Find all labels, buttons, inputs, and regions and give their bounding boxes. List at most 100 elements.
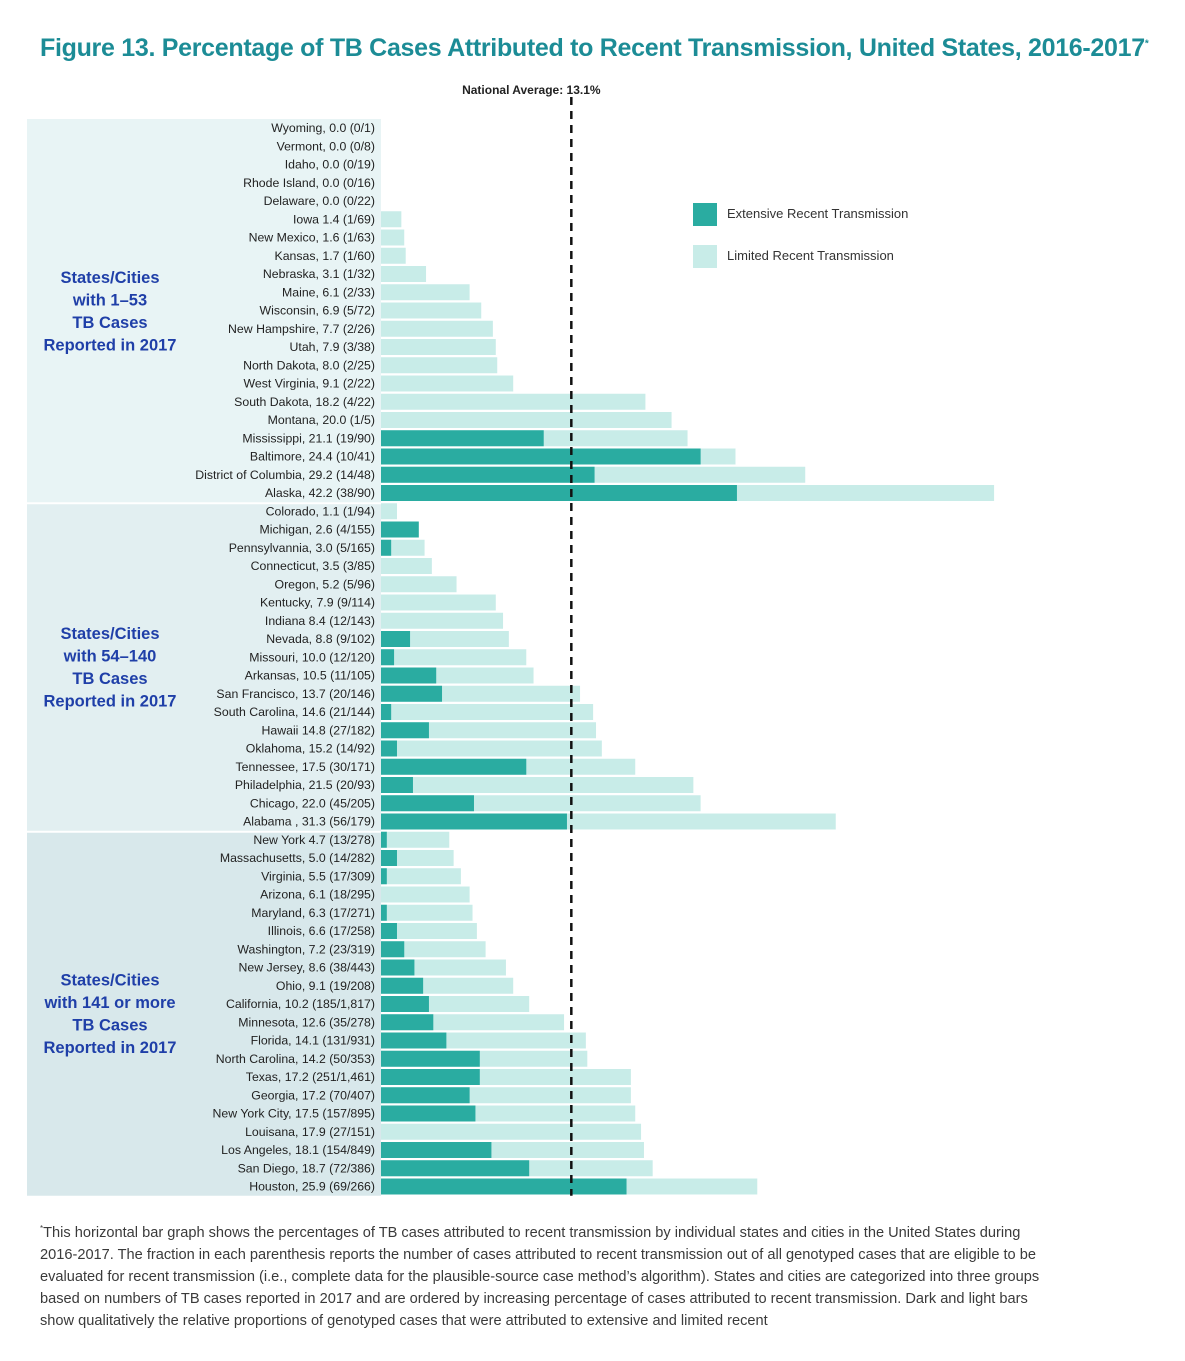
extensive-bar [381, 1105, 476, 1122]
row-label: Minnesota, 12.6 (35/278) [238, 1015, 375, 1029]
limited-bar [381, 558, 432, 574]
group-label-line: States/Cities [60, 972, 159, 990]
extensive-bar [381, 740, 397, 757]
row-label: Kentucky, 7.9 (9/114) [260, 596, 375, 610]
extensive-bar [381, 448, 701, 465]
limited-bar [381, 503, 397, 520]
row-label: Oregon, 5.2 (5/96) [275, 577, 375, 591]
legend-label-limited: Limited Recent Transmission [727, 248, 894, 263]
row-label: Philadelphia, 21.5 (20/93) [235, 778, 375, 792]
title-footnote-marker: * [1144, 38, 1149, 50]
row-label: Illinois, 6.6 (17/258) [268, 924, 375, 938]
row-label: Hawaii 14.8 (27/182) [262, 723, 375, 737]
extensive-bar [381, 996, 429, 1012]
row-label: San Diego, 18.7 (72/386) [238, 1161, 375, 1175]
row-label: Maine, 6.1 (2/33) [282, 285, 375, 299]
row-label: Montana, 20.0 (1/5) [268, 413, 375, 427]
extensive-bar [381, 1014, 434, 1031]
row-label: Virginia, 5.5 (17/309) [261, 869, 375, 883]
limited-bar [381, 393, 646, 410]
row-label: Arkansas, 10.5 (11/105) [245, 669, 375, 683]
row-label: Houston, 25.9 (69/266) [249, 1180, 375, 1194]
limited-bar [381, 904, 473, 921]
row-label: New Hampshire, 7.7 (2/26) [228, 322, 375, 336]
extensive-bar [381, 430, 544, 447]
extensive-bar [381, 977, 424, 994]
legend-swatch-limited [693, 245, 717, 268]
extensive-bar [381, 631, 411, 647]
row-label: Nebraska, 3.1 (1/32) [263, 267, 375, 281]
limited-bar [381, 412, 672, 428]
group-panel [27, 119, 381, 503]
limited-bar [381, 284, 470, 301]
group-label-line: with 141 or more [43, 994, 175, 1012]
group-label-line: with 54–140 [63, 647, 157, 665]
row-label: Iowa 1.4 (1/69) [293, 212, 375, 226]
group-label-line: Reported in 2017 [44, 692, 177, 710]
limited-bar [381, 1123, 642, 1140]
extensive-bar [381, 1160, 530, 1177]
limited-bar [381, 722, 597, 739]
limited-bar [381, 357, 498, 374]
extensive-bar [381, 1032, 447, 1049]
limited-bar [381, 886, 470, 903]
row-label: New Jersey, 8.6 (38/443) [239, 961, 375, 975]
extensive-bar [381, 485, 737, 501]
row-label: Utah, 7.9 (3/38) [290, 340, 375, 354]
limited-bar [381, 576, 457, 593]
limited-bar [381, 247, 406, 264]
group-label-line: Reported in 2017 [44, 1039, 177, 1057]
extensive-bar [381, 722, 429, 739]
row-label: South Carolina, 14.6 (21/144) [214, 705, 375, 719]
limited-bar [381, 339, 496, 355]
extensive-bar [381, 777, 413, 793]
row-label: San Francisco, 13.7 (20/146) [216, 687, 375, 701]
extensive-bar [381, 667, 437, 684]
row-label: Wisconsin, 6.9 (5/72) [260, 304, 376, 318]
legend-swatch-extensive [693, 203, 717, 226]
limited-bar [381, 631, 509, 647]
limited-bar [381, 266, 427, 282]
row-label: West Virginia, 9.1 (2/22) [244, 377, 375, 391]
extensive-bar [381, 539, 392, 556]
row-label: District of Columbia, 29.2 (14/48) [195, 468, 375, 482]
row-label: Chicago, 22.0 (45/205) [250, 796, 375, 810]
chart-footnote: *This horizontal bar graph shows the per… [40, 1218, 1050, 1332]
row-label: Pennsylvannia, 3.0 (5/165) [229, 541, 375, 555]
limited-bar [381, 612, 504, 629]
row-label: Connecticut, 3.5 (3/85) [251, 559, 375, 573]
limited-bar [381, 941, 486, 958]
row-label: Alaska, 42.2 (38/90) [265, 486, 375, 500]
row-label: Alabama , 31.3 (56/179) [243, 815, 375, 829]
limited-bar [381, 539, 425, 556]
limited-bar [381, 211, 402, 228]
row-label: New York City, 17.5 (157/895) [213, 1107, 375, 1121]
row-label: Maryland, 6.3 (17/271) [251, 906, 375, 920]
group-label-line: Reported in 2017 [44, 336, 177, 354]
extensive-bar [381, 704, 392, 720]
row-label: Michigan, 2.6 (4/155) [259, 523, 375, 537]
row-label: North Carolina, 14.2 (50/353) [216, 1052, 375, 1066]
row-label: Washington, 7.2 (23/319) [237, 942, 375, 956]
row-label: Florida, 14.1 (131/931) [251, 1034, 375, 1048]
row-label: Massachusetts, 5.0 (14/282) [220, 851, 375, 865]
extensive-bar [381, 685, 443, 702]
limited-bar [381, 868, 461, 885]
group-label-line: States/Cities [60, 625, 159, 643]
limited-bar [381, 777, 694, 793]
row-label: Rhode Island, 0.0 (0/16) [243, 176, 375, 190]
bar-chart: States/Cities with 1–53 TB Cases Reported i… [27, 83, 995, 1196]
limited-bar [381, 704, 594, 720]
row-label: Delaware, 0.0 (0/22) [264, 194, 375, 208]
limited-bar [381, 594, 496, 611]
limited-bar [381, 923, 477, 939]
limited-bar [381, 740, 602, 757]
extensive-bar [381, 1142, 492, 1158]
legend-label-extensive: Extensive Recent Transmission [727, 206, 908, 221]
row-label: Louisana, 17.9 (27/151) [245, 1125, 375, 1139]
row-label: Georgia, 17.2 (70/407) [251, 1088, 375, 1102]
footnote-text: This horizontal bar graph shows the perc… [40, 1224, 1040, 1329]
row-label: Tennessee, 17.5 (30/171) [236, 760, 375, 774]
extensive-bar [381, 831, 387, 848]
limited-bar [381, 649, 527, 666]
